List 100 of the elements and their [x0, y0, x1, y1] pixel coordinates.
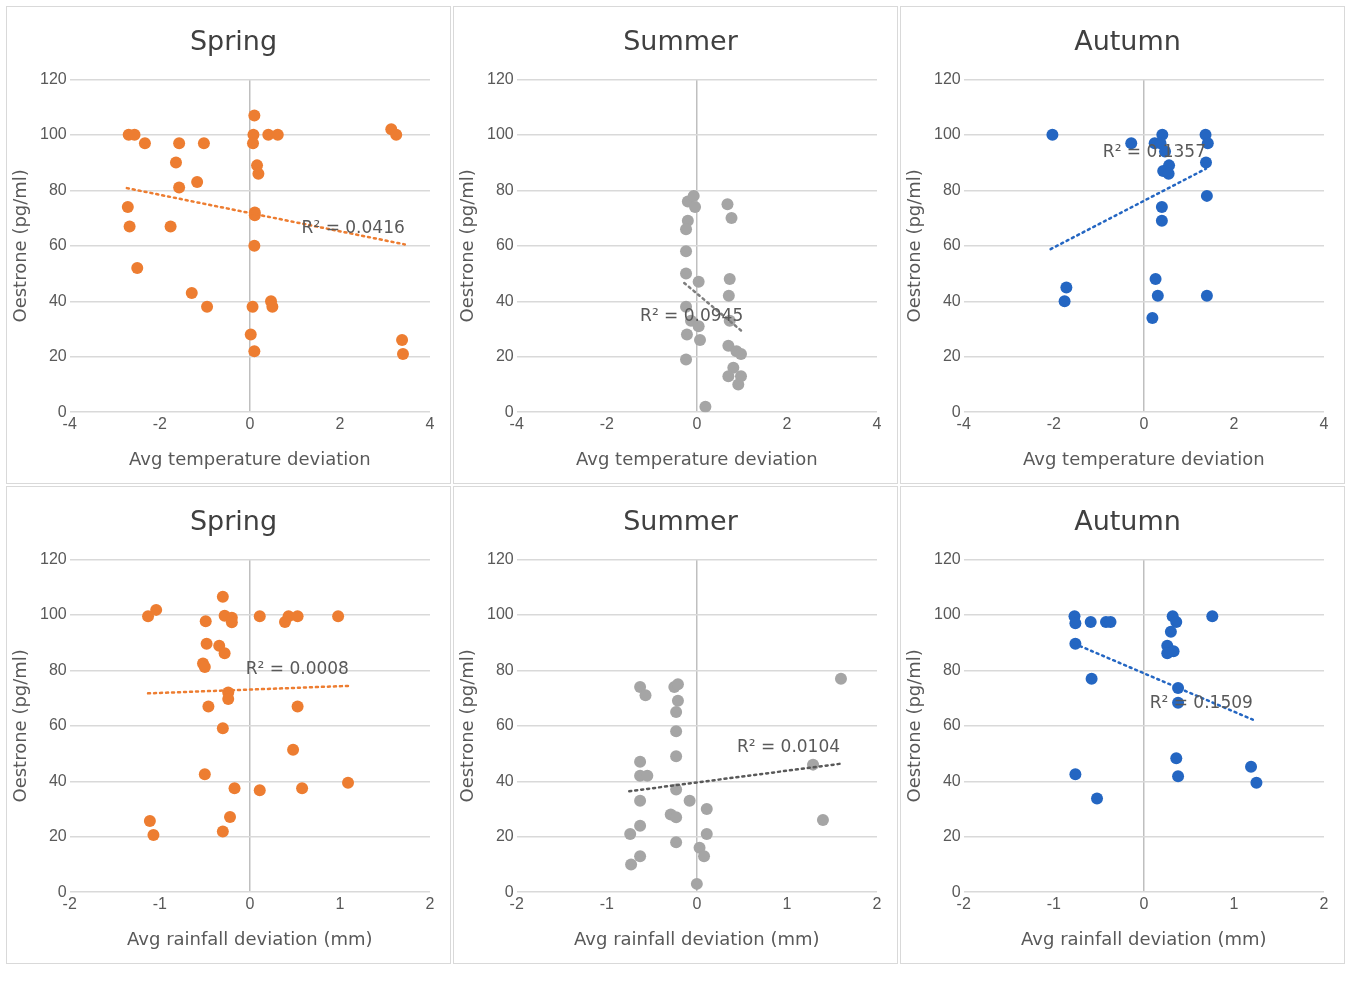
point [291, 700, 304, 713]
y-axis-title: Oestrone (pg/ml) [8, 649, 30, 803]
y-tick-label: 100 [486, 605, 514, 623]
x-tick-label: 4 [1319, 415, 1329, 433]
point [689, 200, 702, 213]
point [198, 768, 211, 781]
point [1200, 189, 1213, 202]
y-tick-label: 0 [57, 402, 67, 420]
point [1091, 792, 1104, 805]
point [670, 836, 683, 849]
point [216, 825, 229, 838]
x-tick-label: 2 [872, 895, 882, 913]
point [228, 782, 241, 795]
y-tick-label: 20 [48, 827, 67, 845]
point [253, 610, 266, 623]
y-axis-title: Oestrone (pg/ml) [455, 169, 477, 323]
x-tick-label: 1 [335, 895, 345, 913]
y-tick-label: 100 [39, 125, 67, 143]
point [164, 220, 177, 233]
point [722, 370, 735, 383]
point [834, 672, 847, 685]
annotation: R² = 0.0104 [736, 736, 841, 757]
annotation: R² = 0.0008 [245, 658, 349, 679]
y-tick-label: 60 [48, 716, 67, 734]
point [332, 610, 345, 623]
y-tick-label: 120 [486, 549, 514, 567]
x-tick-label: -1 [599, 895, 614, 913]
x-tick-label: -1 [1046, 895, 1061, 913]
y-tick-label: 40 [495, 291, 514, 309]
y-tick-label: 40 [48, 291, 67, 309]
x-tick-label: -2 [1046, 415, 1061, 433]
point [816, 814, 829, 827]
y-axis-title: Oestrone (pg/ml) [455, 649, 477, 803]
point [169, 156, 182, 169]
x-tick-label: 0 [1139, 415, 1149, 433]
y-tick-label: 80 [942, 660, 961, 678]
y-tick-label: 80 [942, 180, 961, 198]
point [1170, 616, 1183, 629]
x-tick-label: 2 [425, 895, 435, 913]
point [142, 610, 155, 623]
point [216, 722, 229, 735]
point [1200, 289, 1213, 302]
point [634, 794, 647, 807]
x-axis-title: Avg temperature deviation [129, 447, 371, 469]
point [680, 328, 693, 341]
y-axis-title: Oestrone (pg/ml) [902, 649, 924, 803]
point [634, 755, 647, 768]
point [670, 811, 683, 824]
y-tick-label: 20 [942, 827, 961, 845]
point [1084, 616, 1097, 629]
x-axis-title: Avg rainfall deviation (mm) [574, 927, 820, 949]
point [1172, 770, 1185, 783]
y-tick-label: 20 [942, 347, 961, 365]
point [200, 637, 213, 650]
point [670, 705, 683, 718]
y-tick-label: 60 [48, 236, 67, 254]
y-tick-label: 60 [942, 716, 961, 734]
point [1250, 776, 1263, 789]
y-tick-label: 60 [942, 236, 961, 254]
y-tick-label: 100 [39, 605, 67, 623]
y-tick-label: 20 [495, 347, 514, 365]
point [1155, 200, 1168, 213]
y-tick-label: 120 [933, 549, 961, 567]
y-tick-label: 40 [48, 771, 67, 789]
x-axis-title: Avg temperature deviation [576, 447, 818, 469]
point [694, 334, 706, 347]
x-tick-label: 4 [872, 415, 882, 433]
point [216, 590, 229, 603]
y-tick-label: 80 [48, 180, 67, 198]
point [1151, 289, 1164, 302]
point [680, 223, 693, 236]
point [390, 128, 403, 141]
point [683, 794, 696, 807]
x-axis-title: Avg rainfall deviation (mm) [1021, 927, 1267, 949]
point [700, 827, 713, 840]
point [246, 300, 259, 313]
point [1149, 273, 1162, 286]
y-tick-label: 100 [933, 605, 961, 623]
point [150, 603, 163, 616]
point [698, 850, 711, 863]
x-tick-label: 1 [1229, 895, 1239, 913]
point [1206, 610, 1219, 623]
point [248, 345, 261, 358]
point [680, 267, 693, 280]
chart-title: Spring [189, 25, 278, 57]
point [287, 743, 300, 756]
y-axis-title: Oestrone (pg/ml) [902, 169, 924, 323]
x-tick-label: -2 [599, 415, 614, 433]
point [1058, 295, 1071, 308]
point [1200, 156, 1212, 169]
point [1155, 214, 1168, 227]
y-tick-label: 60 [495, 236, 514, 254]
chart-title: Autumn [1074, 505, 1181, 537]
y-tick-label: 40 [942, 291, 961, 309]
y-tick-label: 0 [504, 402, 514, 420]
chart-title: Summer [623, 505, 739, 537]
y-tick-label: 80 [495, 660, 514, 678]
annotation: R² = 0.0945 [640, 304, 744, 325]
chart-title: Summer [623, 25, 739, 57]
point [197, 137, 210, 150]
